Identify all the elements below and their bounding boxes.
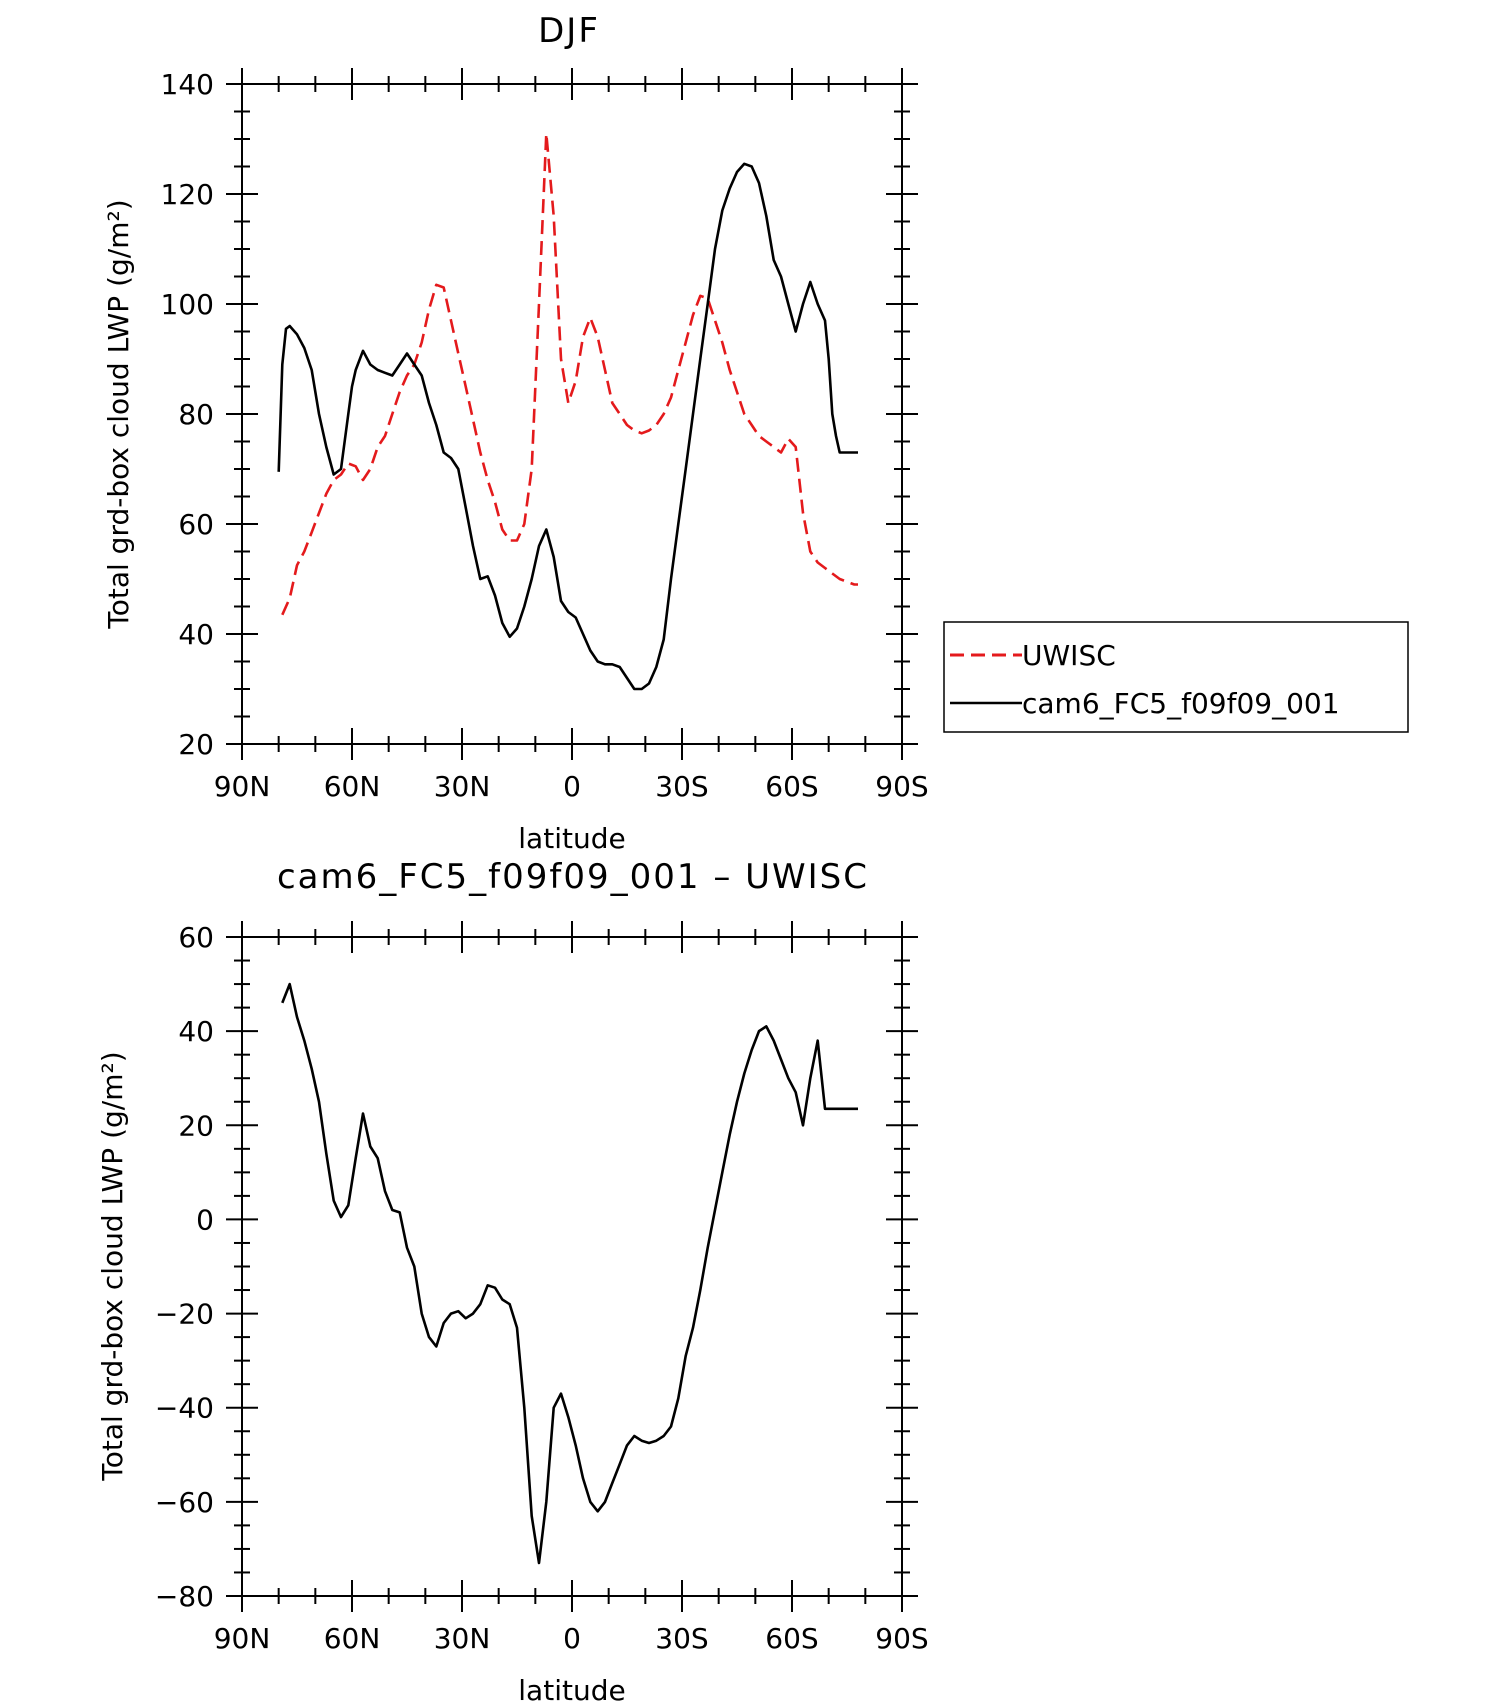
y-tick-label: −20 [155, 1298, 214, 1331]
panel-title: DJF [538, 11, 600, 51]
x-tick-label: 90N [214, 1622, 271, 1655]
x-tick-label: 60N [324, 1622, 381, 1655]
y-tick-label: 40 [178, 618, 214, 651]
series-lines [277, 132, 858, 691]
legend-label-uwisc: UWISC [1022, 639, 1116, 672]
x-tick-label: 90N [214, 770, 271, 803]
panel-difference: cam6_FC5_f09f09_001 – UWISC −80 −60 −40 −20… [96, 857, 929, 1702]
x-tick-labels: 90N 60N 30N 0 30S 60S 90S [214, 770, 929, 803]
tick-marks [226, 68, 918, 760]
series-line-cam6_fc5_f09f09_001 [277, 162, 858, 691]
y-axis-label: Total grd-box cloud LWP (g/m²) [102, 199, 135, 629]
y-tick-label: 120 [161, 178, 214, 211]
y-tick-label: 140 [161, 68, 214, 101]
x-axis-label: latitude [518, 1674, 625, 1702]
x-tick-label: 60N [324, 770, 381, 803]
y-tick-label: 0 [196, 1203, 214, 1236]
legend-box [943, 621, 1409, 733]
y-tick-label: −60 [155, 1486, 214, 1519]
x-tick-labels: 90N 60N 30N 0 30S 60S 90S [214, 1622, 929, 1655]
x-tick-label: 30S [655, 1622, 708, 1655]
x-tick-label: 30S [655, 770, 708, 803]
y-tick-labels: −80 −60 −40 −20 0 20 40 60 [155, 921, 214, 1613]
plot-frame [241, 936, 903, 1597]
legend-label-cam6: cam6_FC5_f09f09_001 [1022, 687, 1340, 720]
series-line-difference [281, 982, 858, 1565]
x-tick-label: 30N [434, 770, 491, 803]
y-tick-label: 80 [178, 398, 214, 431]
x-tick-label: 90S [875, 770, 928, 803]
x-tick-label: 60S [765, 1622, 818, 1655]
x-tick-label: 90S [875, 1622, 928, 1655]
y-tick-label: 100 [161, 288, 214, 321]
panel-title: cam6_FC5_f09f09_001 – UWISC [277, 857, 869, 897]
x-tick-label: 0 [563, 770, 581, 803]
x-tick-label: 60S [765, 770, 818, 803]
legend: UWISC cam6_FC5_f09f09_001 [943, 621, 1409, 733]
y-tick-label: −40 [155, 1392, 214, 1425]
y-tick-label: 40 [178, 1015, 214, 1048]
x-tick-label: 0 [563, 1622, 581, 1655]
y-tick-labels: 20 40 60 80 100 120 140 [161, 68, 214, 761]
tick-marks [226, 921, 918, 1612]
y-axis-label: Total grd-box cloud LWP (g/m²) [96, 1051, 129, 1481]
y-tick-label: −80 [155, 1580, 214, 1613]
y-tick-label: 20 [178, 1109, 214, 1142]
y-tick-label: 20 [178, 728, 214, 761]
x-axis-label: latitude [518, 822, 625, 855]
y-tick-label: 60 [178, 508, 214, 541]
series-lines [281, 982, 858, 1565]
x-tick-label: 30N [434, 1622, 491, 1655]
y-tick-label: 60 [178, 921, 214, 954]
plot-frame [241, 83, 903, 745]
series-line-uwisc [281, 132, 858, 616]
